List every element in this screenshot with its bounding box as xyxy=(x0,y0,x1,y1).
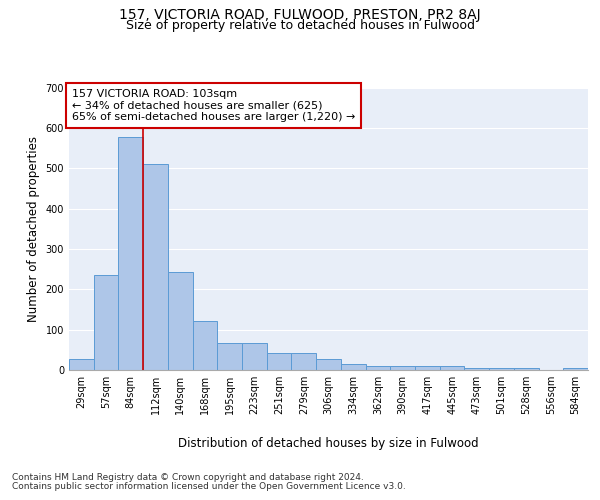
Bar xyxy=(390,366,415,370)
Bar xyxy=(267,352,292,370)
Text: Size of property relative to detached houses in Fulwood: Size of property relative to detached ho… xyxy=(125,18,475,32)
Bar xyxy=(440,366,464,370)
Bar xyxy=(118,136,143,370)
Bar xyxy=(242,342,267,370)
Bar xyxy=(415,366,440,370)
Text: 157 VICTORIA ROAD: 103sqm
← 34% of detached houses are smaller (625)
65% of semi: 157 VICTORIA ROAD: 103sqm ← 34% of detac… xyxy=(71,89,355,122)
Y-axis label: Number of detached properties: Number of detached properties xyxy=(27,136,40,322)
Bar xyxy=(514,368,539,370)
Text: Distribution of detached houses by size in Fulwood: Distribution of detached houses by size … xyxy=(178,438,479,450)
Bar xyxy=(365,366,390,370)
Text: Contains public sector information licensed under the Open Government Licence v3: Contains public sector information licen… xyxy=(12,482,406,491)
Bar xyxy=(94,275,118,370)
Text: 157, VICTORIA ROAD, FULWOOD, PRESTON, PR2 8AJ: 157, VICTORIA ROAD, FULWOOD, PRESTON, PR… xyxy=(119,8,481,22)
Bar xyxy=(464,368,489,370)
Bar xyxy=(292,352,316,370)
Text: Contains HM Land Registry data © Crown copyright and database right 2024.: Contains HM Land Registry data © Crown c… xyxy=(12,472,364,482)
Bar xyxy=(217,342,242,370)
Bar xyxy=(143,164,168,370)
Bar xyxy=(168,272,193,370)
Bar xyxy=(69,358,94,370)
Bar xyxy=(563,368,588,370)
Bar xyxy=(193,321,217,370)
Bar xyxy=(489,368,514,370)
Bar xyxy=(341,364,365,370)
Bar xyxy=(316,359,341,370)
